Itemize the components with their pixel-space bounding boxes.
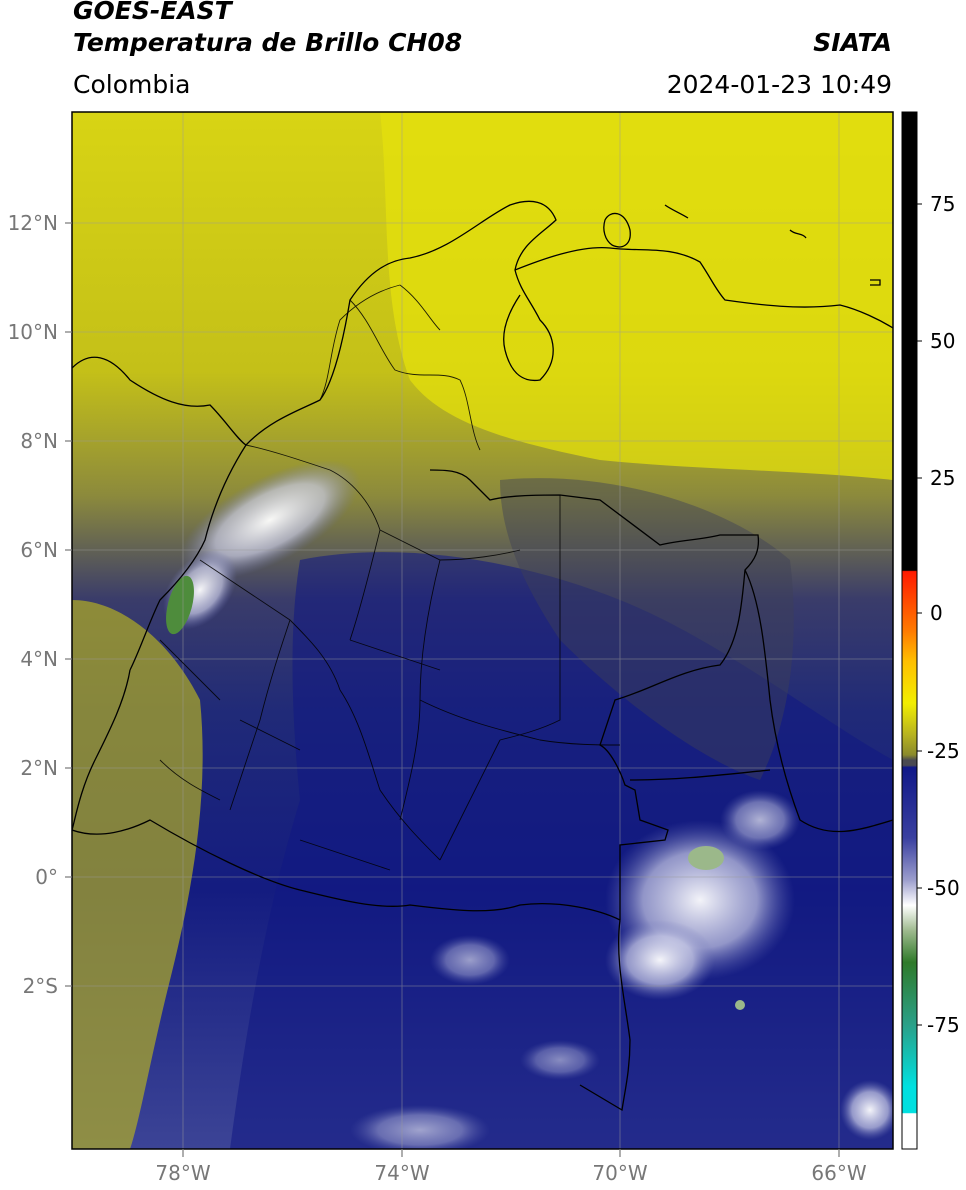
lat-tick-label: 12°N	[8, 211, 58, 235]
lat-tick-label: 4°N	[20, 647, 58, 671]
department-borders	[159, 284, 621, 871]
colorbar-tick-label: 25	[930, 466, 955, 490]
lon-tick-label: 74°W	[374, 1161, 429, 1185]
organization-label: SIATA	[813, 28, 892, 57]
latitude-ticks: 12°N 10°N 8°N 6°N 4°N 2°N 0° 2°S	[8, 211, 72, 998]
lat-tick-label: 10°N	[8, 320, 58, 344]
lon-tick-label: 70°W	[592, 1161, 647, 1185]
country-borders	[72, 200, 893, 1112]
lon-tick-label: 78°W	[155, 1161, 210, 1185]
colorbar-tick-label: -75	[927, 1013, 960, 1037]
colorbar-tick-label: 50	[930, 329, 955, 353]
colorbar-tick-label: -50	[927, 876, 960, 900]
map-frame	[71, 111, 894, 1150]
colorbar-gradient	[901, 111, 918, 1150]
graticule	[72, 112, 893, 1149]
timestamp-label: 2024-01-23 10:49	[666, 70, 892, 99]
lat-tick-label: 0°	[35, 865, 58, 889]
colorbar-tick-label: -25	[927, 739, 960, 763]
colorbar-tick-label: 0	[930, 601, 943, 625]
lat-tick-label: 6°N	[20, 538, 58, 562]
satellite-image	[72, 112, 893, 1149]
colorbar-tick-label: 75	[930, 192, 955, 216]
lon-tick-label: 66°W	[811, 1161, 866, 1185]
lat-tick-label: 8°N	[20, 429, 58, 453]
satellite-name: GOES-EAST	[73, 0, 232, 25]
colorbar: 75 50 25 0 -25 -50 -75	[901, 111, 960, 1150]
lat-tick-label: 2°S	[23, 974, 58, 998]
longitude-ticks: 78°W 74°W 70°W 66°W	[155, 1149, 867, 1185]
product-title: Temperatura de Brillo CH08	[73, 28, 463, 57]
lat-tick-label: 2°N	[20, 756, 58, 780]
region-label: Colombia	[73, 70, 191, 99]
